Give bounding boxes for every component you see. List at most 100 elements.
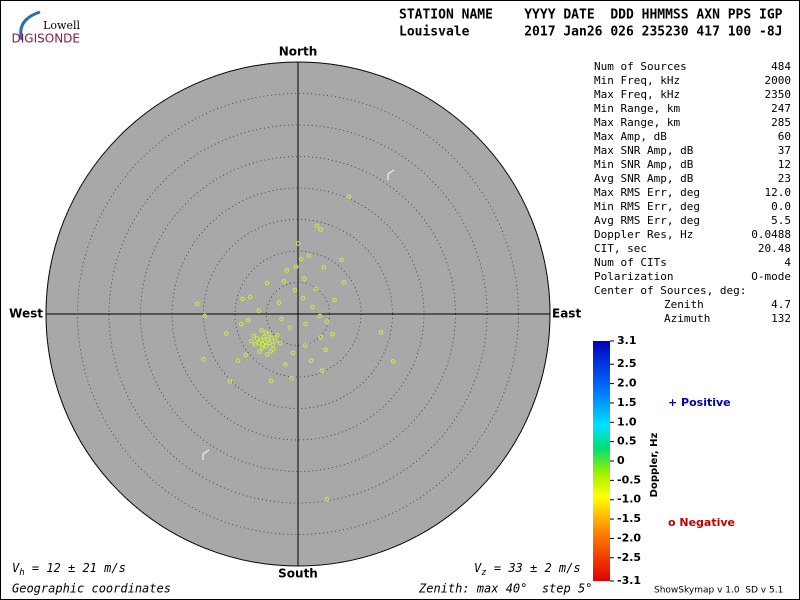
stat-value: 60 [778,130,791,143]
stat-label: Avg RMS Err, deg [594,214,700,227]
source-point [323,347,329,353]
source-point [308,358,314,363]
colorbar-tick-label: -0.5 [617,473,641,486]
source-point [202,313,208,319]
stat-value: O-mode [751,270,791,283]
colorbar-tick-label: -3.1 [617,574,641,587]
source-point [267,340,272,346]
source-point [249,338,254,344]
source-point [378,329,384,335]
source-point [293,264,299,270]
source-point [259,345,265,351]
stat-label: Min Range, km [594,102,680,115]
source-point [318,227,323,232]
colorbar-tick-label: 0.5 [617,435,637,448]
stat-label: Max RMS Err, deg [594,186,700,199]
source-point [261,334,267,339]
legend-positive: + Positive [668,396,731,409]
source-point [302,276,307,282]
source-point [314,223,320,229]
source-point [268,378,274,384]
vz: Vz = 33 ± 2 m/s [474,561,581,578]
colorbar [593,341,610,581]
source-point [317,313,323,319]
source-point [284,268,289,273]
legend-negative: o Negative [668,516,735,529]
stat-value: 0.0 [771,200,791,213]
logo-bottom: DIGISONDE [12,32,80,46]
colorbar-tick-label: 1.0 [617,415,637,428]
colorbar-tick-label: 1.5 [617,396,637,409]
logo: Lowell DIGISONDE [12,10,80,46]
stat-label: Avg SNR Amp, dB [594,172,694,185]
stat-label: Doppler Res, Hz [594,228,693,241]
source-point [264,352,270,357]
stat-value: 37 [778,144,791,157]
stat-label: Min RMS Err, deg [594,200,700,213]
colorbar-tick-label: -1.5 [617,512,641,525]
zenith-info: Zenith: max 40° step 5° [418,582,592,596]
stat-label: Num of Sources [594,60,687,73]
source-point [266,331,272,337]
source-point [256,308,262,314]
source-point [252,341,258,347]
source-point [259,328,264,333]
source-point [295,241,301,246]
stat-label: CIT, sec [594,242,647,255]
stat-value: 2350 [765,88,792,101]
coords: Geographic coordinates [12,582,171,596]
source-point [276,300,282,305]
logo-top: Lowell [43,19,80,32]
source-point [339,257,344,263]
source-point [324,496,330,502]
colorbar-label: Doppler, Hz [649,433,660,498]
source-point [332,297,337,303]
source-point [223,331,229,336]
source-point [256,340,262,346]
colorbar-tick-label: 2.0 [617,377,637,390]
source-point [298,256,304,262]
stat-value: 285 [771,116,791,129]
center-label: Zenith [664,298,704,311]
source-point [302,343,308,348]
stat-value: 20.48 [758,242,791,255]
direction: North [279,45,317,59]
source-point [254,336,260,341]
marker [387,169,395,180]
source-point [245,318,251,323]
source-point [273,338,278,343]
source-point [281,278,287,284]
stat-value: 23 [778,172,791,185]
colorbar-tick-label: -2.0 [617,531,641,544]
source-point [239,321,244,327]
source-point [243,352,249,358]
source-point [201,357,206,362]
source-point [247,294,253,300]
source-point [270,342,276,348]
source-point [262,339,268,345]
source-point [194,301,200,307]
source-point [346,194,352,200]
center-title: Center of Sources, deg: [594,284,746,297]
source-point [265,336,271,342]
source-point [269,335,274,341]
source-point [318,335,323,340]
direction: South [278,567,318,581]
marker [202,449,210,460]
header-line: Louisvale 2017 Jan26 026 235230 417 100 … [399,25,783,40]
direction: East [552,307,581,321]
stat-value: 0.0488 [751,228,791,241]
source-point [235,358,241,363]
center-value: 4.7 [771,298,791,311]
source-point [310,304,315,310]
source-point [290,350,296,356]
source-point [289,375,295,381]
stat-label: Num of CITs [594,256,667,269]
stat-label: Min SNR Amp, dB [594,158,694,171]
version: ShowSkymap v 1.0 SD v 5.1 [654,586,783,596]
vh: Vh = 12 ± 21 m/s [12,561,126,578]
source-point [313,286,318,292]
source-point [274,333,280,338]
source-point [321,265,327,270]
